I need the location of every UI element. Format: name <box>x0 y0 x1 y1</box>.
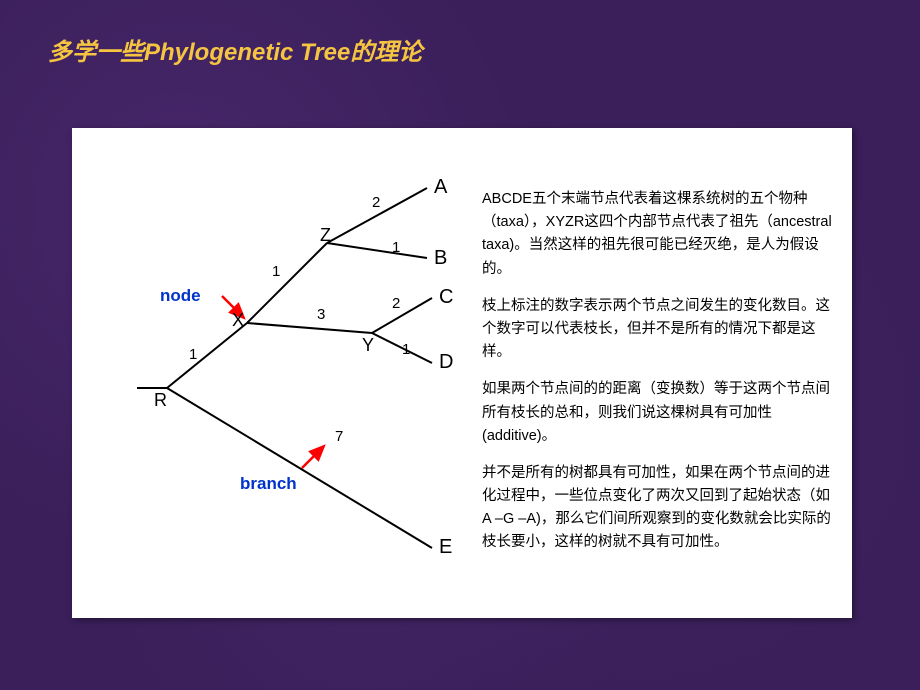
edge-ZA: 2 <box>372 194 380 211</box>
para-1: ABCDE五个末端节点代表着这棵系统树的五个物种（taxa），XYZR这四个内部… <box>482 188 832 281</box>
para-3: 如果两个节点间的的距离（变换数）等于这两个节点间所有枝长的总和，则我们说这棵树具… <box>482 378 832 448</box>
tree-diagram: node branch A B C D E R X Y Z 2 1 1 3 2 … <box>72 128 472 618</box>
node-Z: Z <box>320 225 331 246</box>
tree-svg <box>72 128 472 618</box>
taxon-E: E <box>439 536 452 559</box>
node-label: node <box>160 286 201 306</box>
taxon-C: C <box>439 286 453 309</box>
edge-RE: 7 <box>335 428 343 445</box>
branch-label: branch <box>240 474 297 494</box>
para-2: 枝上标注的数字表示两个节点之间发生的变化数目。这个数字可以代表枝长，但并不是所有… <box>482 295 832 365</box>
taxon-B: B <box>434 247 447 270</box>
para-4: 并不是所有的树都具有可加性，如果在两个节点间的进化过程中，一些位点变化了两次又回… <box>482 462 832 555</box>
edge-XZ: 1 <box>272 263 280 280</box>
edge-RX: 1 <box>189 346 197 363</box>
node-X: X <box>232 310 244 331</box>
edge-XY: 3 <box>317 306 325 323</box>
edge-ZB: 1 <box>392 239 400 256</box>
edge-YC: 2 <box>392 295 400 312</box>
content-panel: node branch A B C D E R X Y Z 2 1 1 3 2 … <box>72 128 852 618</box>
taxon-A: A <box>434 176 447 199</box>
node-Y: Y <box>362 335 374 356</box>
node-R: R <box>154 390 167 411</box>
taxon-D: D <box>439 351 453 374</box>
slide-title: 多学一些Phylogenetic Tree的理论 <box>48 32 422 67</box>
edge-YD: 1 <box>402 341 410 358</box>
description-text: ABCDE五个末端节点代表着这棵系统树的五个物种（taxa），XYZR这四个内部… <box>482 188 832 569</box>
